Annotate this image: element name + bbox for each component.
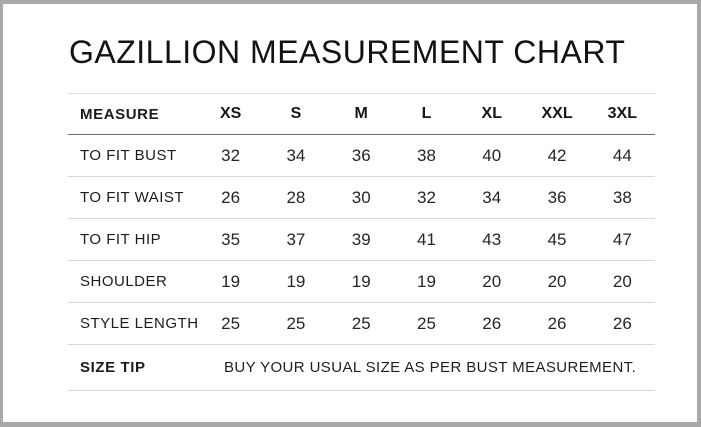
table-row-style-length: STYLE LENGTH 25 25 25 25 26 26 26: [68, 303, 655, 345]
row-label: TO FIT BUST: [80, 147, 177, 164]
measurement-value: 34: [482, 187, 502, 207]
title-divider: [68, 93, 655, 94]
row-label: TO FIT HIP: [80, 231, 162, 248]
column-header-size-xl: XL: [481, 105, 502, 122]
measurement-value: 19: [351, 271, 371, 291]
measurement-value: 41: [417, 229, 436, 249]
column-header-size-3xl: 3XL: [607, 105, 637, 122]
measurement-value: 20: [612, 271, 632, 291]
measurement-value: 42: [547, 145, 567, 165]
measurement-value: 19: [221, 271, 241, 291]
column-header-measure: MEASURE: [80, 105, 160, 123]
measurement-value: 25: [417, 313, 436, 333]
row-label: SHOULDER: [80, 273, 168, 290]
column-header-size-xs: XS: [219, 105, 242, 122]
measurement-value: 25: [221, 313, 241, 333]
measurement-value: 26: [221, 187, 241, 207]
measurement-value: 36: [547, 187, 567, 207]
measurement-value: 45: [547, 229, 567, 249]
table-row-shoulder: SHOULDER 19 19 19 19 20 20 20: [68, 261, 655, 303]
measurement-value: 32: [417, 187, 436, 207]
measurement-value: 20: [482, 271, 502, 291]
measurement-value: 44: [612, 145, 632, 165]
measurement-value: 20: [547, 271, 567, 291]
column-header-size-s: S: [290, 105, 302, 122]
measurement-value: 35: [221, 229, 241, 249]
column-header-size-xxl: XXL: [541, 105, 573, 122]
measurement-value: 34: [286, 145, 306, 165]
table-row-bust: TO FIT BUST 32 34 36 38 40 42 44: [68, 135, 655, 177]
measurement-table: MEASURE XS S M L XL XXL 3XL TO FIT BUST …: [68, 94, 655, 391]
row-label: TO FIT WAIST: [80, 189, 185, 206]
table-row-hip: TO FIT HIP 35 37 39 41 43 45 47: [68, 219, 655, 261]
measurement-value: 38: [612, 187, 632, 207]
measurement-value: 36: [351, 145, 371, 165]
row-label: STYLE LENGTH: [80, 315, 199, 332]
measurement-value: 43: [482, 229, 502, 249]
measurement-value: 25: [351, 313, 371, 333]
size-tip-label: SIZE TIP: [80, 359, 146, 376]
size-tip-row: SIZE TIP BUY YOUR USUAL SIZE AS PER BUST…: [68, 345, 655, 391]
chart-title: GAZILLION MEASUREMENT CHART: [69, 34, 626, 70]
column-header-size-l: L: [421, 105, 432, 122]
measurement-value: 25: [286, 313, 306, 333]
measurement-value: 26: [482, 313, 502, 333]
measurement-value: 19: [286, 271, 306, 291]
size-tip-text: BUY YOUR USUAL SIZE AS PER BUST MEASUREM…: [224, 359, 637, 376]
measurement-value: 26: [547, 313, 567, 333]
table-header-row: MEASURE XS S M L XL XXL 3XL: [68, 94, 655, 135]
measurement-value: 47: [612, 229, 632, 249]
measurement-value: 30: [351, 187, 371, 207]
measurement-value: 38: [417, 145, 436, 165]
measurement-value: 39: [351, 229, 371, 249]
measurement-value: 37: [286, 229, 306, 249]
table-row-waist: TO FIT WAIST 26 28 30 32 34 36 38: [68, 177, 655, 219]
measurement-value: 32: [221, 145, 241, 165]
column-header-size-m: M: [354, 105, 368, 122]
measurement-value: 40: [482, 145, 502, 165]
measurement-value: 28: [286, 187, 306, 207]
measurement-value: 19: [417, 271, 436, 291]
measurement-value: 26: [612, 313, 632, 333]
